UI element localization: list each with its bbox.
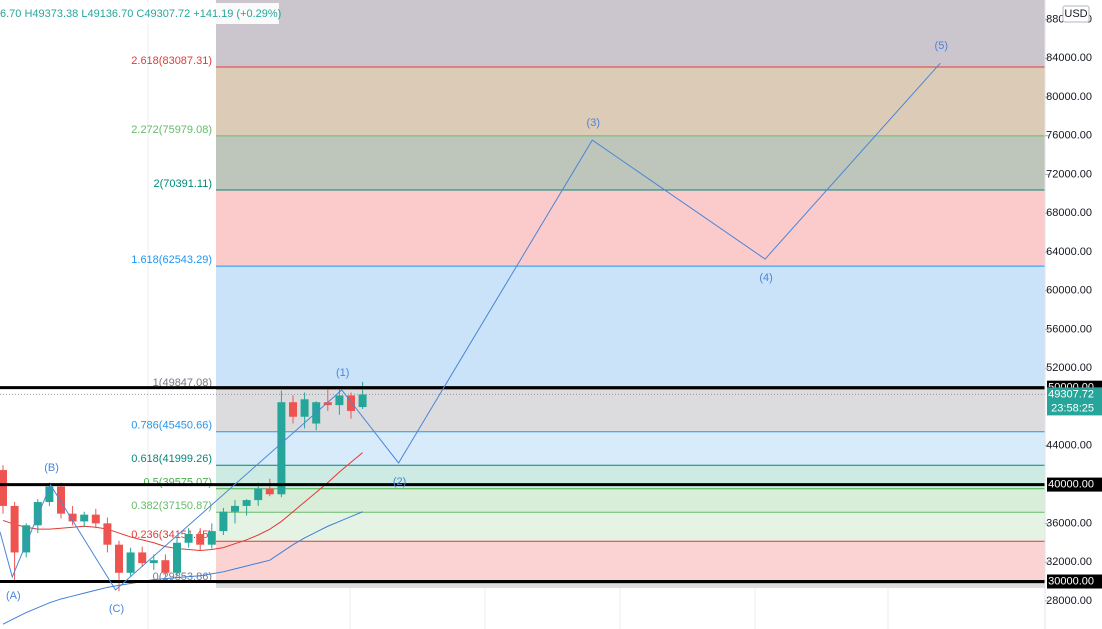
last-price-box bbox=[1047, 387, 1102, 416]
y-tick-label: 80000.00 bbox=[1046, 91, 1092, 103]
fib-label: 2.272(75979.08) bbox=[131, 124, 212, 136]
y-tick-label: 52000.00 bbox=[1046, 362, 1092, 374]
candle-body bbox=[289, 402, 297, 417]
fib-zone bbox=[216, 0, 1045, 67]
y-tick-label: 28000.00 bbox=[1046, 595, 1092, 607]
candle-body bbox=[0, 470, 7, 506]
candle-body bbox=[10, 505, 19, 553]
y-tick-label: 76000.00 bbox=[1046, 130, 1092, 142]
candle-body bbox=[173, 542, 181, 573]
fib-label: 1(49847.08) bbox=[153, 377, 212, 389]
candle-body bbox=[22, 525, 31, 553]
line-price-label: 30000.00 bbox=[1048, 575, 1094, 587]
candle-body bbox=[45, 486, 54, 503]
wave-label: (C) bbox=[109, 603, 124, 615]
fib-label: 2.618(83087.31) bbox=[131, 55, 212, 67]
candle-body bbox=[91, 514, 100, 524]
fib-zone bbox=[216, 541, 1045, 583]
header-bg bbox=[0, 3, 279, 24]
candle-body bbox=[347, 395, 355, 411]
fib-zone bbox=[216, 66, 1045, 136]
fib-zone bbox=[216, 488, 1045, 513]
fib-zone bbox=[216, 190, 1045, 267]
candle-body bbox=[103, 523, 112, 545]
line-price-label: 40000.00 bbox=[1048, 478, 1094, 490]
candle-body bbox=[300, 399, 309, 417]
candle-body bbox=[115, 544, 123, 573]
candle-body bbox=[277, 402, 286, 495]
wave-label: (2) bbox=[393, 476, 406, 488]
fib-label: 0.786(45450.66) bbox=[131, 420, 212, 432]
last-price-label: 49307.72 bbox=[1048, 388, 1094, 400]
candle-body bbox=[265, 488, 274, 495]
wave-label: (1) bbox=[336, 367, 349, 379]
fib-label: 0.618(41999.26) bbox=[131, 453, 212, 465]
candle-body bbox=[358, 394, 367, 408]
y-tick-label: 36000.00 bbox=[1046, 517, 1092, 529]
wave-label: (4) bbox=[759, 272, 772, 284]
countdown-label: 23:58:25 bbox=[1051, 402, 1094, 414]
candle-body bbox=[138, 552, 147, 564]
fib-zone bbox=[216, 512, 1045, 542]
fib-zone bbox=[216, 135, 1045, 191]
fib-zone bbox=[216, 266, 1045, 390]
fib-zone bbox=[216, 431, 1045, 466]
candle-body bbox=[254, 488, 263, 501]
fib-zone bbox=[216, 582, 1045, 588]
y-tick-label: 68000.00 bbox=[1046, 207, 1092, 219]
wave-line bbox=[0, 62, 941, 591]
fib-zone bbox=[216, 465, 1045, 489]
candle-body bbox=[242, 500, 251, 506]
fib-label: 1.618(62543.29) bbox=[131, 254, 212, 266]
candle-body bbox=[219, 511, 228, 532]
candle-body bbox=[33, 502, 42, 526]
fib-label: 2(70391.11) bbox=[153, 178, 212, 190]
currency-label: USD bbox=[1064, 8, 1087, 20]
currency-box bbox=[1062, 5, 1090, 23]
candle-body bbox=[323, 402, 332, 406]
candle-body bbox=[149, 560, 158, 564]
candle-body bbox=[184, 534, 193, 543]
moving-average bbox=[2, 452, 363, 551]
candle-body bbox=[126, 552, 135, 573]
candle-body bbox=[231, 505, 239, 512]
fib-label: 0.5(39575.07) bbox=[144, 477, 213, 489]
y-tick-label: 32000.00 bbox=[1046, 556, 1092, 568]
y-tick-label: 60000.00 bbox=[1046, 285, 1092, 297]
y-tick-label: 72000.00 bbox=[1046, 168, 1092, 180]
wave-label: (5) bbox=[935, 40, 948, 52]
candle-body bbox=[196, 534, 205, 545]
wave-label: (B) bbox=[44, 462, 59, 474]
wave-label: (3) bbox=[587, 117, 600, 129]
ohlc-header: 6.70 H49373.38 L49136.70 C49307.72 +141.… bbox=[0, 8, 281, 20]
fib-label: 0.382(37150.87) bbox=[131, 500, 212, 512]
y-tick-label: 56000.00 bbox=[1046, 323, 1092, 335]
candle-body bbox=[80, 514, 89, 522]
wave-label: (A) bbox=[6, 590, 21, 602]
y-tick-label: 64000.00 bbox=[1046, 246, 1092, 258]
candle-body bbox=[68, 513, 77, 522]
line-price-box bbox=[1047, 574, 1102, 589]
price-axis bbox=[1045, 0, 1102, 629]
y-tick-label: 84000.00 bbox=[1046, 52, 1092, 64]
candle-body bbox=[57, 486, 65, 514]
candle-body bbox=[207, 531, 216, 545]
candle-body bbox=[335, 395, 344, 406]
moving-average bbox=[2, 511, 363, 625]
line-price-box bbox=[1047, 477, 1102, 492]
candle-body bbox=[161, 560, 170, 573]
y-tick-label: 44000.00 bbox=[1046, 440, 1092, 452]
